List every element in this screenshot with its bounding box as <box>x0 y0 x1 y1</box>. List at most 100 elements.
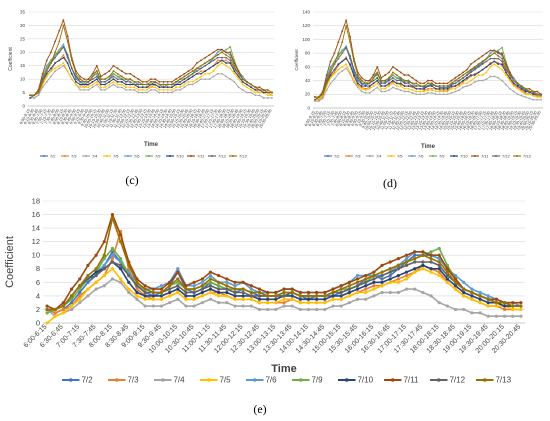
data-point <box>217 287 221 291</box>
data-point <box>404 253 409 257</box>
chart-panel-d: 0204060801001201406:00-6:156:15-6:306:30… <box>294 9 543 158</box>
data-point <box>384 79 387 82</box>
data-point <box>290 287 294 291</box>
data-point <box>200 72 202 75</box>
data-point <box>200 64 202 67</box>
data-point <box>133 83 136 86</box>
data-point <box>290 290 294 295</box>
data-point <box>528 92 531 94</box>
data-point <box>69 294 74 298</box>
data-point <box>434 82 437 85</box>
data-point <box>208 273 213 278</box>
legend-label: 7/11 <box>197 153 205 158</box>
data-point <box>120 70 123 72</box>
data-point <box>388 79 390 82</box>
data-point <box>166 80 169 83</box>
data-point <box>225 284 229 288</box>
data-point <box>200 284 204 288</box>
data-point <box>520 86 523 89</box>
data-point <box>62 24 65 27</box>
data-point <box>192 284 196 288</box>
data-point <box>413 267 417 271</box>
data-point <box>469 75 472 78</box>
data-point <box>266 301 270 305</box>
data-point <box>233 80 236 83</box>
data-point <box>473 76 476 79</box>
data-point <box>116 83 119 86</box>
data-point <box>403 87 406 90</box>
data-point <box>450 82 453 85</box>
data-point <box>388 260 392 264</box>
data-point <box>116 75 119 78</box>
data-point <box>462 71 464 74</box>
data-point <box>399 76 402 79</box>
data-point <box>486 314 490 318</box>
data-point <box>469 79 472 82</box>
legend-marker <box>206 378 211 382</box>
data-point <box>208 277 213 281</box>
data-point <box>486 304 490 308</box>
data-point <box>494 301 499 305</box>
data-point <box>437 301 441 305</box>
data-point <box>306 294 311 298</box>
data-point <box>45 70 48 72</box>
legend-label: 7/2 <box>81 375 93 384</box>
data-point <box>191 83 194 86</box>
data-point <box>388 267 392 271</box>
x-axis-title: Time <box>144 142 159 148</box>
data-point <box>100 80 102 83</box>
data-point <box>175 83 177 86</box>
data-point <box>429 260 433 264</box>
data-point <box>501 52 503 55</box>
data-point <box>364 273 368 278</box>
data-point <box>110 216 115 220</box>
data-point <box>339 284 343 288</box>
data-point <box>438 85 441 87</box>
data-point <box>372 287 376 291</box>
data-point <box>380 87 383 90</box>
legend-marker <box>474 155 476 157</box>
data-point <box>200 294 204 298</box>
data-point <box>159 284 164 288</box>
data-point <box>445 273 449 278</box>
data-point <box>168 290 172 295</box>
data-point <box>129 72 132 75</box>
data-point <box>135 280 139 284</box>
data-point <box>396 280 400 284</box>
data-point <box>45 304 49 308</box>
data-point <box>137 78 140 81</box>
data-point <box>306 307 311 312</box>
data-point <box>347 294 351 298</box>
data-point <box>508 79 511 82</box>
data-point <box>450 87 453 90</box>
data-point <box>419 87 422 90</box>
data-point <box>331 304 335 308</box>
legend-marker <box>106 155 108 157</box>
data-point <box>141 88 144 91</box>
data-point <box>225 62 227 64</box>
data-point <box>125 83 127 86</box>
data-point <box>150 86 152 89</box>
data-point <box>229 56 232 59</box>
data-point <box>462 81 464 83</box>
data-point <box>314 96 316 98</box>
data-point <box>485 60 488 63</box>
y-tick-label: 60 <box>305 64 311 69</box>
data-point <box>445 270 449 274</box>
y-tick-label: 18 <box>32 196 40 205</box>
data-point <box>502 301 507 305</box>
data-point <box>94 270 98 274</box>
data-point <box>225 277 229 281</box>
data-point <box>399 83 402 86</box>
data-point <box>469 74 472 76</box>
data-point <box>438 93 441 96</box>
data-point <box>141 80 144 83</box>
data-point <box>423 93 426 96</box>
data-point <box>53 311 57 315</box>
data-point <box>462 82 464 85</box>
data-point <box>339 290 343 295</box>
data-point <box>399 79 402 82</box>
data-point <box>119 240 123 244</box>
data-point <box>462 307 466 312</box>
data-point <box>306 301 311 305</box>
